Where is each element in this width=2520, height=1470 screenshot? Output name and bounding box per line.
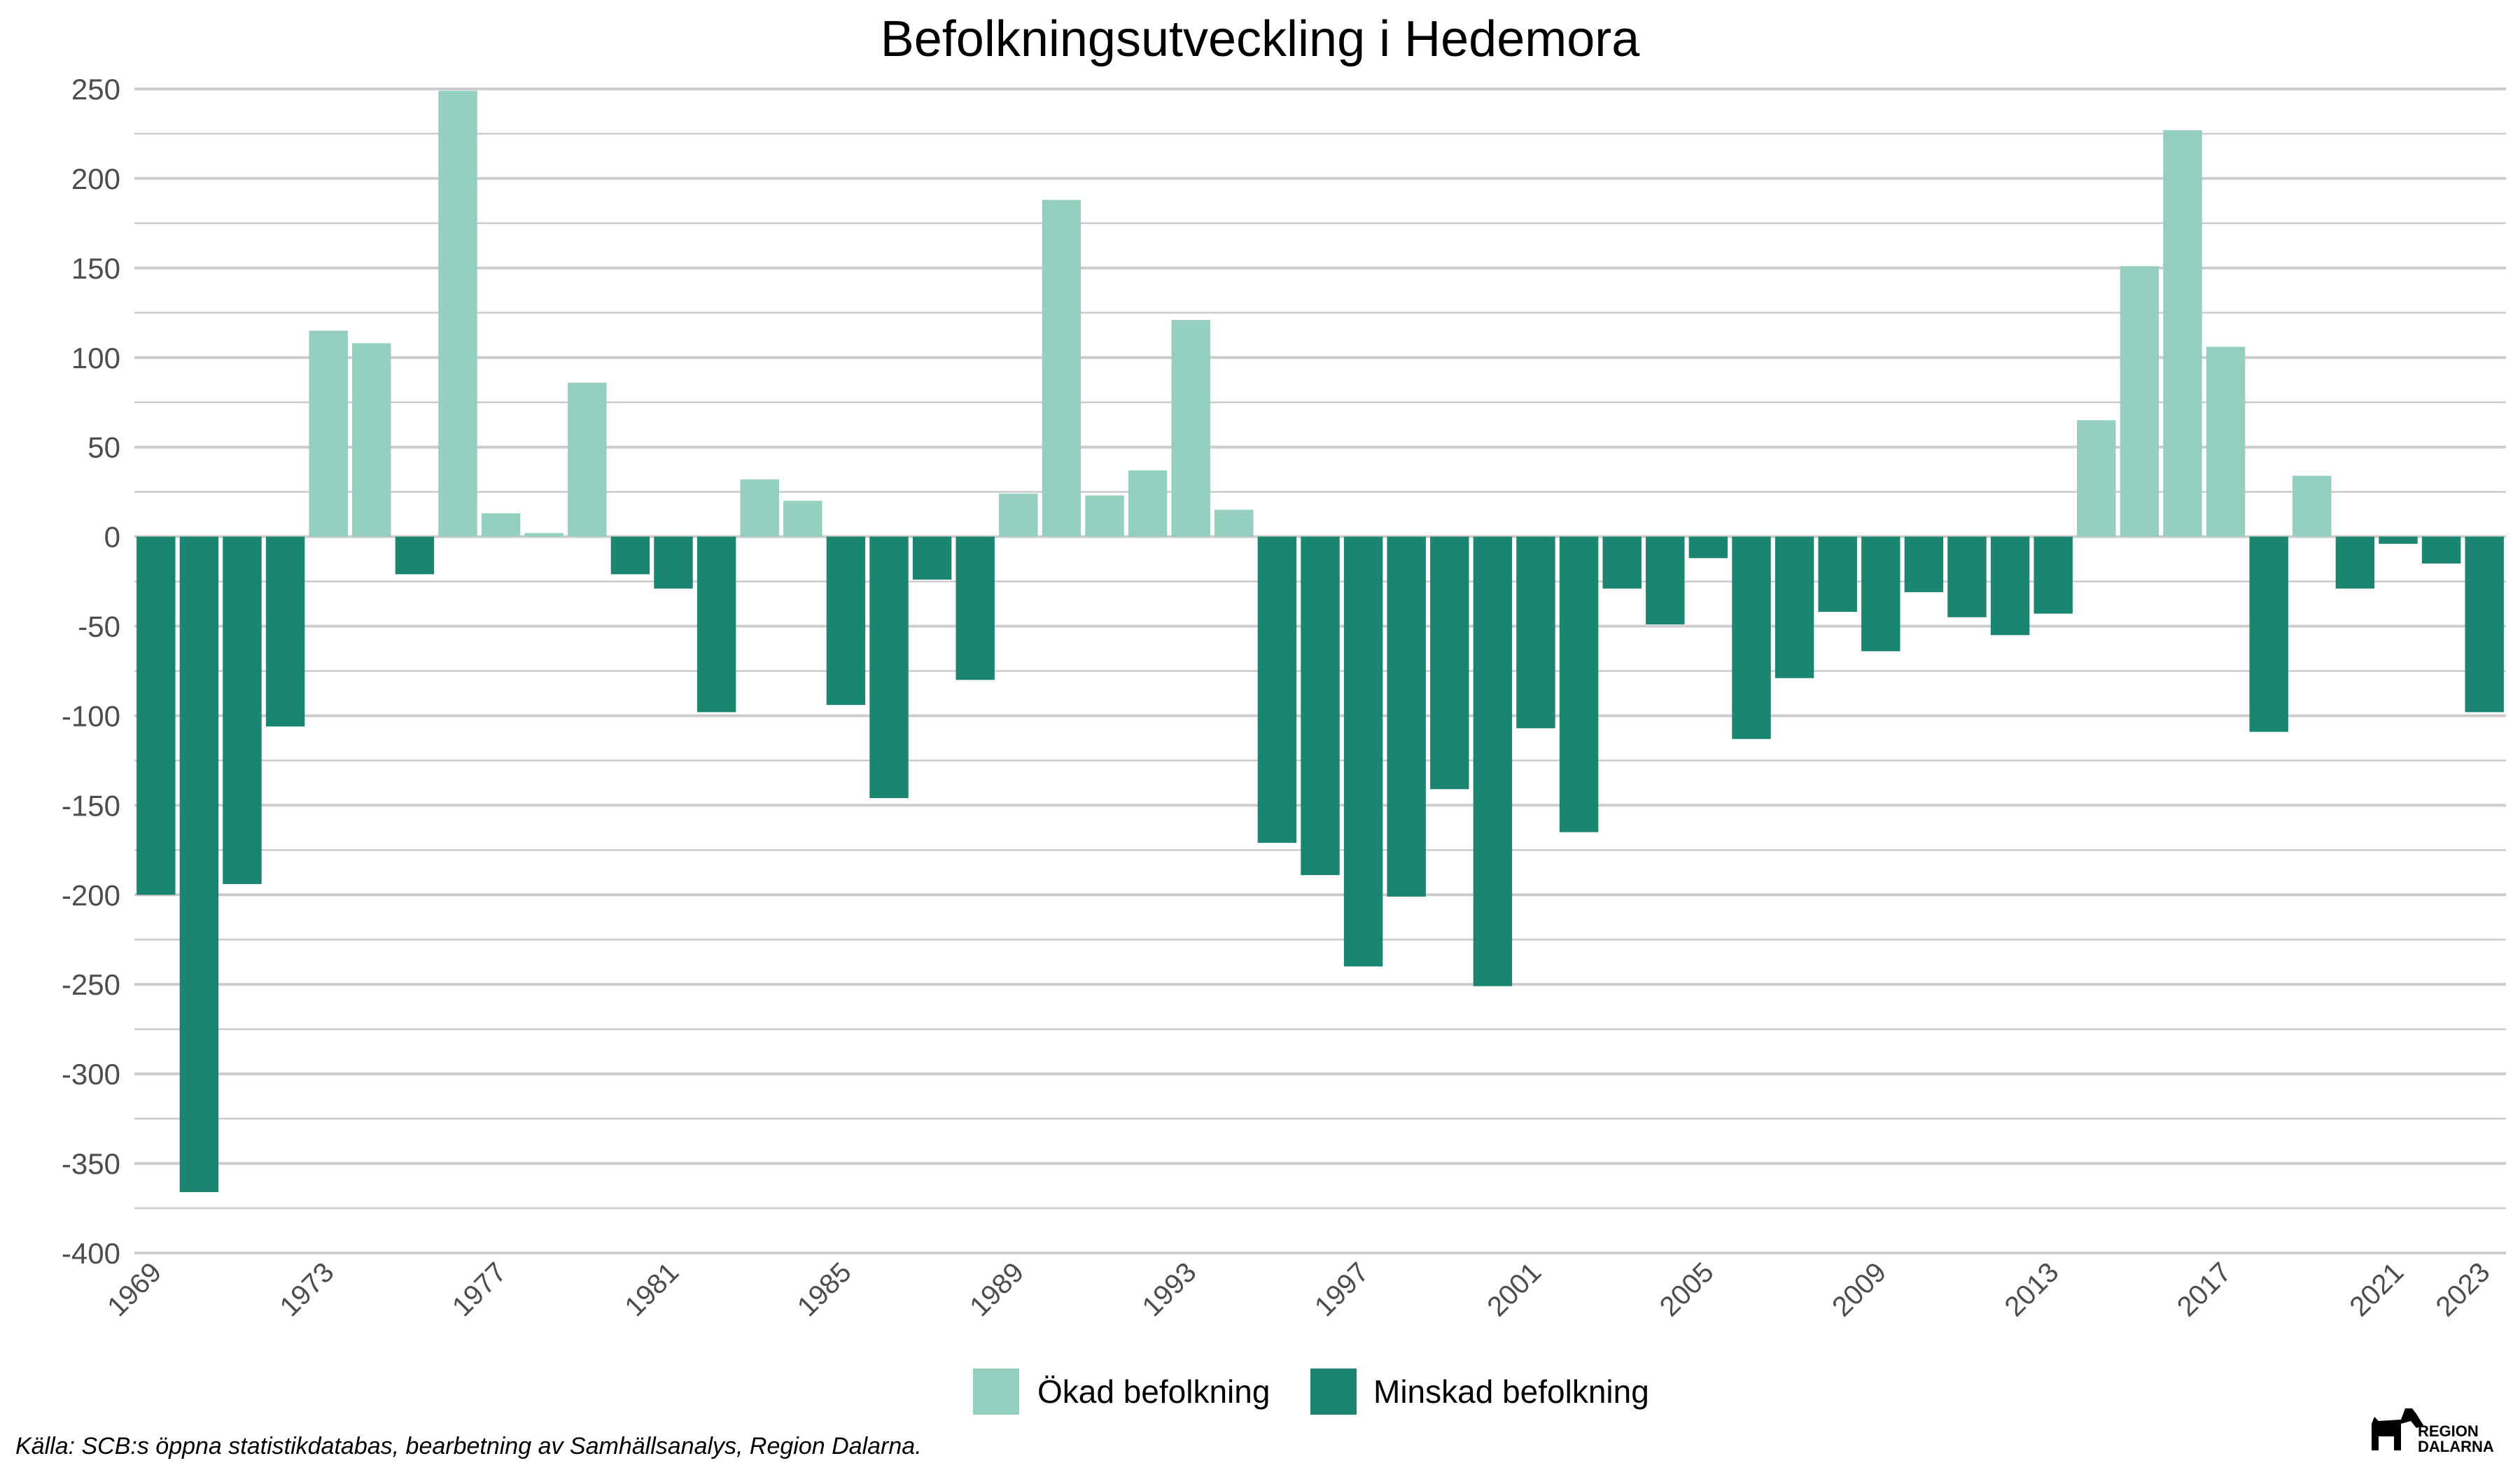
y-axis-ticks: 250 200 150 100 50 0 -50 -100 -150 -200 -250 -300 -3… — [62, 73, 120, 1270]
bar-1995 — [1257, 536, 1297, 844]
bars — [136, 90, 2504, 1193]
y-tick-label: 250 — [71, 73, 120, 106]
x-tick-label: 1997 — [1309, 1256, 1375, 1322]
legend-label-okad: Ökad befolkning — [1037, 1373, 1270, 1410]
bar-1973 — [309, 330, 348, 537]
bar-2005 — [1688, 536, 1728, 559]
y-tick-label: -250 — [62, 968, 120, 1001]
x-tick-label: 1985 — [792, 1256, 858, 1322]
bar-2015 — [2120, 266, 2160, 537]
bar-2004 — [1646, 536, 1685, 624]
chart-title: Befolkningsutveckling i Hedemora — [881, 11, 1641, 67]
y-tick-label: -350 — [62, 1147, 120, 1180]
bar-1977 — [481, 513, 521, 537]
bar-1986 — [869, 536, 909, 799]
x-tick-label: 2023 — [2430, 1256, 2496, 1322]
y-tick-label: -150 — [62, 789, 120, 822]
bar-1992 — [1128, 470, 1168, 537]
bar-2000 — [1473, 536, 1513, 986]
x-tick-label: 2017 — [2171, 1256, 2237, 1322]
bar-1971 — [223, 536, 262, 884]
region-dalarna-logo: REGION DALARNA — [2372, 1408, 2494, 1455]
bar-2003 — [1602, 536, 1642, 589]
bar-1997 — [1343, 536, 1383, 967]
bar-1982 — [696, 536, 736, 713]
logo-text-dalarna: DALARNA — [2418, 1438, 2494, 1455]
y-tick-label: 50 — [88, 431, 120, 464]
bar-2002 — [1559, 536, 1599, 832]
bar-1969 — [136, 536, 176, 895]
bar-1972 — [265, 536, 305, 727]
y-tick-label: -400 — [62, 1237, 120, 1270]
bar-1984 — [783, 500, 822, 537]
bar-2006 — [1732, 536, 1771, 739]
bar-1985 — [826, 536, 866, 706]
x-tick-label: 1973 — [274, 1256, 340, 1322]
bar-1993 — [1171, 320, 1210, 537]
bar-1983 — [740, 479, 779, 537]
y-tick-label: 200 — [71, 162, 120, 195]
bar-2014 — [2077, 420, 2116, 537]
bar-1996 — [1301, 536, 1340, 876]
bar-2023 — [2465, 536, 2504, 713]
bar-2013 — [2033, 536, 2073, 614]
bar-1988 — [955, 536, 995, 680]
bar-1976 — [438, 90, 477, 537]
bar-1999 — [1430, 536, 1469, 790]
bar-1980 — [610, 536, 650, 575]
y-tick-label: 100 — [71, 342, 120, 374]
bar-2022 — [2421, 536, 2461, 564]
x-tick-label: 1977 — [447, 1256, 512, 1322]
y-tick-label: -100 — [62, 699, 120, 732]
x-axis-ticks: 1969 1973 1977 1981 1985 1989 1993 1997 2001 2005… — [102, 1256, 2496, 1322]
bar-1978 — [524, 533, 564, 537]
bar-1990 — [1042, 200, 1082, 537]
bar-2009 — [1861, 536, 1900, 652]
y-tick-label: 0 — [104, 521, 120, 554]
bar-1974 — [352, 343, 391, 537]
bar-1975 — [395, 536, 435, 575]
dala-horse-icon — [2372, 1408, 2423, 1450]
bar-2007 — [1774, 536, 1814, 678]
bar-1998 — [1387, 536, 1426, 897]
x-tick-label: 2009 — [1826, 1256, 1892, 1322]
x-tick-label: 2021 — [2344, 1256, 2409, 1322]
bar-2008 — [1818, 536, 1857, 612]
bar-1979 — [568, 382, 607, 537]
x-tick-label: 2001 — [1481, 1256, 1547, 1322]
bar-1989 — [999, 493, 1038, 537]
legend-swatch-minskad — [1310, 1368, 1357, 1415]
bar-1970 — [179, 536, 219, 1193]
source-note: Källa: SCB:s öppna statistikdatabas, bea… — [15, 1433, 922, 1460]
bar-2012 — [1990, 536, 2030, 636]
bar-1987 — [912, 536, 952, 580]
bar-2011 — [1947, 536, 1987, 617]
bar-2021 — [2379, 536, 2418, 544]
bar-2018 — [2249, 536, 2288, 732]
x-tick-label: 1981 — [619, 1256, 685, 1322]
bar-1991 — [1085, 495, 1124, 537]
legend-label-minskad: Minskad befolkning — [1373, 1373, 1649, 1410]
legend: Ökad befolkning Minskad befolkning — [973, 1368, 1649, 1415]
x-tick-label: 1989 — [964, 1256, 1030, 1322]
bar-2019 — [2292, 475, 2332, 537]
bar-2010 — [1904, 536, 1944, 592]
bar-2001 — [1516, 536, 1555, 729]
bar-2017 — [2206, 346, 2246, 537]
y-tick-label: -200 — [62, 878, 120, 911]
x-tick-label: 2005 — [1654, 1256, 1720, 1322]
y-tick-label: -300 — [62, 1058, 120, 1091]
bar-1981 — [654, 536, 693, 589]
bar-1994 — [1214, 510, 1254, 537]
logo-text-region: REGION — [2418, 1422, 2479, 1440]
y-tick-label: -50 — [78, 610, 120, 643]
bar-2020 — [2335, 536, 2375, 589]
bar-2016 — [2163, 130, 2202, 537]
legend-swatch-okad — [973, 1368, 1019, 1415]
y-tick-label: 150 — [71, 252, 120, 285]
x-tick-label: 1993 — [1137, 1256, 1203, 1322]
x-tick-label: 2013 — [1999, 1256, 2065, 1322]
